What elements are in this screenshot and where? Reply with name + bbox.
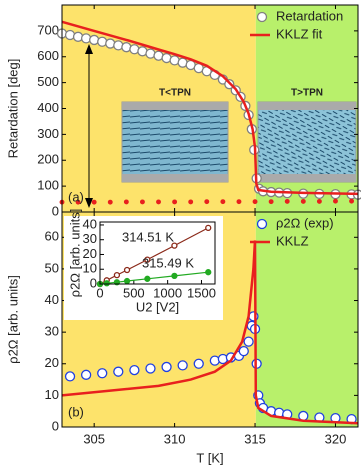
x-tick-label: 0 [96, 285, 103, 300]
legend-marker [256, 11, 268, 23]
data-point [113, 271, 121, 279]
y-tick-label: 300 [37, 126, 59, 141]
annotation: T<TPN [159, 88, 191, 99]
data-point [220, 199, 226, 205]
y-tick-label: 20 [45, 355, 59, 370]
x-tick-label: 305 [83, 431, 105, 446]
series-line [61, 20, 359, 196]
y-tick-label: 40 [45, 292, 59, 307]
x-axis-label: U2 [V2] [136, 299, 179, 314]
legend-label: KKLZ fit [276, 26, 323, 41]
x-tick-label: 1000 [153, 285, 182, 300]
data-point [171, 272, 178, 280]
data-point [300, 198, 306, 204]
data-point [193, 358, 204, 369]
annotation: T>TPN [291, 88, 323, 99]
data-point [80, 369, 92, 380]
series-label: 315.49 K [142, 255, 194, 270]
data-point [144, 256, 151, 263]
data-point [188, 199, 194, 205]
data-point [268, 199, 274, 205]
plate [258, 102, 356, 110]
data-point [107, 199, 113, 205]
data-point [145, 363, 156, 374]
y-tick-label: 60 [45, 229, 59, 244]
data-point [156, 199, 161, 205]
data-point [144, 275, 151, 282]
data-point [236, 199, 242, 205]
plate [258, 174, 356, 182]
y-tick-label: 20 [83, 246, 97, 261]
y-tick-label: 30 [45, 324, 59, 339]
data-point [113, 279, 121, 286]
y-axis-label: ρ2Ω [arb. units] [5, 275, 20, 364]
data-point [205, 269, 212, 276]
data-point [172, 199, 178, 205]
inset-bg [64, 216, 223, 320]
x-tick-label: 500 [123, 285, 145, 300]
data-point [316, 198, 322, 204]
data-point [64, 371, 76, 382]
panel-label: (a) [68, 189, 84, 204]
data-point [204, 199, 210, 205]
x-tick-label: 320 [325, 431, 347, 446]
data-point [243, 336, 254, 347]
data-point [91, 199, 97, 205]
x-tick-label: 310 [164, 431, 186, 446]
y-tick-label: 0 [90, 275, 97, 290]
legend-label: KKLZ [276, 233, 309, 248]
series-label: 314.51 K [122, 229, 174, 244]
x-tick-label: 1500 [187, 285, 216, 300]
y-axis-label: Retardation [deg] [5, 59, 20, 159]
legend-label: ρ2Ω (exp) [276, 215, 334, 230]
frame [99, 221, 216, 285]
y-tick-label: 500 [37, 74, 59, 89]
data-point [177, 360, 188, 371]
y-tick-label: 0 [52, 418, 59, 433]
y-tick-label: 400 [37, 100, 59, 115]
data-point [103, 280, 110, 287]
data-point [252, 199, 258, 205]
plate [122, 102, 228, 110]
data-point [161, 361, 172, 373]
y-tick-label: 40 [83, 216, 97, 231]
region [255, 212, 358, 427]
data-point [171, 242, 178, 249]
frame [61, 211, 359, 428]
data-point [205, 224, 212, 232]
data-point [123, 266, 131, 274]
plate [122, 174, 228, 182]
legend-marker [256, 218, 268, 230]
data-point [139, 199, 145, 205]
image-high [257, 101, 357, 183]
images [121, 101, 357, 183]
y-tick-label: 200 [37, 152, 59, 167]
y-tick-label: 0 [52, 203, 59, 218]
data-point [113, 366, 124, 377]
series-line [61, 240, 359, 425]
y-tick-label: 100 [37, 178, 59, 193]
y-axis-label: ρ2Ω [arb. units] [67, 209, 82, 298]
legend-label: Retardation [276, 8, 343, 23]
data-point [238, 345, 249, 357]
data-point [75, 199, 81, 205]
y-tick-label: 600 [37, 48, 59, 63]
y-tick-label: 50 [45, 260, 59, 275]
data-point [123, 277, 131, 285]
data-point [333, 198, 338, 204]
data-point [129, 364, 140, 376]
data-point [349, 198, 355, 204]
panel-label: (b) [68, 404, 84, 419]
image-low [121, 101, 229, 183]
data-point [97, 368, 108, 379]
data-point [284, 198, 290, 204]
y-tick-label: 700 [37, 22, 59, 37]
data-point [123, 199, 129, 205]
y-tick-label: 30 [83, 231, 97, 246]
x-axis-label: T [K] [196, 450, 223, 465]
y-tick-label: 10 [45, 387, 59, 402]
x-tick-label: 315 [244, 431, 266, 446]
y-tick-label: 10 [83, 261, 97, 276]
